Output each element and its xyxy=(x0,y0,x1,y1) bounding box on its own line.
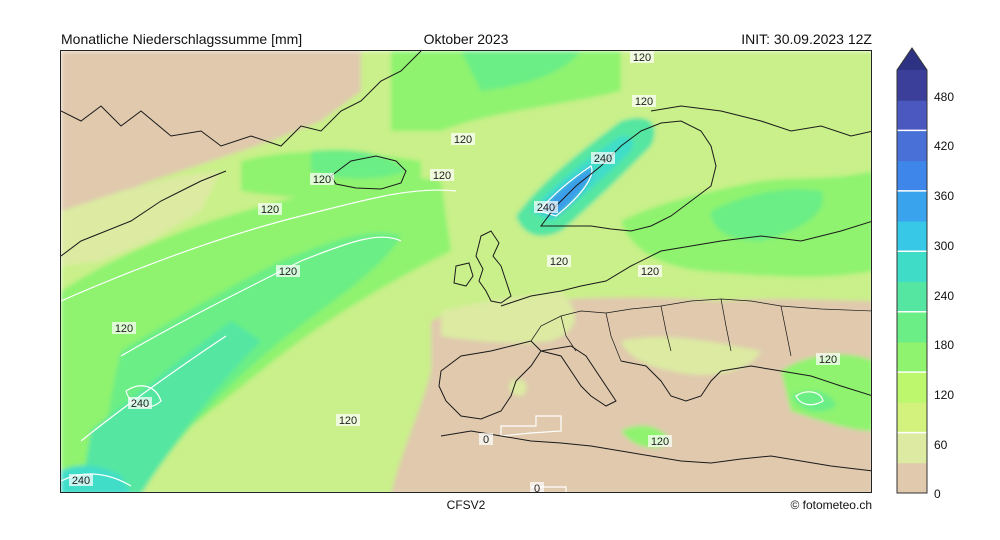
svg-text:120: 120 xyxy=(550,256,568,268)
contour-label: 120 xyxy=(630,51,654,64)
precipitation-map: 120 120 120 120 120 120 120 120 120 120 … xyxy=(60,50,872,493)
contour-label: 120 xyxy=(276,265,300,278)
contour-label: 240 xyxy=(69,474,93,487)
contour-label: 240 xyxy=(128,397,152,410)
svg-text:120: 120 xyxy=(454,134,472,146)
contour-label: 120 xyxy=(648,435,672,448)
precip-fields xyxy=(61,51,871,492)
svg-text:120: 120 xyxy=(115,323,133,335)
colorbar-border xyxy=(896,47,928,494)
model-label: CFSV2 xyxy=(446,498,486,512)
contour-label: 120 xyxy=(336,414,360,427)
colorbar-segment xyxy=(897,341,927,373)
svg-text:240: 240 xyxy=(131,398,149,410)
colorbar-tick-label: 60 xyxy=(934,438,948,452)
svg-text:0: 0 xyxy=(483,434,489,446)
svg-text:240: 240 xyxy=(537,202,555,214)
colorbar-segment xyxy=(897,221,927,252)
svg-text:120: 120 xyxy=(641,266,659,278)
colorbar-segment xyxy=(897,130,927,162)
credit-label: © fotometeo.ch xyxy=(790,498,872,512)
contour-label: 0 xyxy=(479,433,493,446)
colorbar-segment xyxy=(897,160,927,192)
contour-label: 240 xyxy=(591,152,615,165)
svg-text:120: 120 xyxy=(633,52,651,64)
contour-label: 240 xyxy=(534,201,558,214)
contour-label: 120 xyxy=(816,353,840,366)
svg-text:120: 120 xyxy=(819,354,837,366)
svg-text:120: 120 xyxy=(261,204,279,216)
precipitation-colorbar xyxy=(896,47,928,494)
contour-label: 120 xyxy=(547,255,571,268)
contour-label: 0 xyxy=(530,482,544,493)
colorbar-segment xyxy=(897,372,927,403)
colorbar-segment xyxy=(897,402,927,434)
init-time-label: INIT: 30.09.2023 12Z xyxy=(741,31,872,47)
colorbar-tick-label: 120 xyxy=(934,388,955,402)
colorbar-segment xyxy=(897,281,927,313)
svg-text:120: 120 xyxy=(313,174,331,186)
contour-label: 120 xyxy=(112,322,136,335)
contour-label: 120 xyxy=(632,95,656,108)
colorbar-extend-arrow xyxy=(897,48,927,70)
colorbar-segment xyxy=(897,311,927,343)
contour-labels: 120 120 120 120 120 120 120 120 120 120 … xyxy=(69,51,840,493)
svg-text:120: 120 xyxy=(339,415,357,427)
contour-label: 120 xyxy=(430,169,454,182)
period-label: Oktober 2023 xyxy=(423,31,509,47)
svg-text:120: 120 xyxy=(635,96,653,108)
colorbar-tick-label: 180 xyxy=(934,338,955,352)
svg-text:120: 120 xyxy=(651,436,669,448)
colorbar-tick-label: 420 xyxy=(934,139,955,153)
colorbar-segment xyxy=(897,100,927,131)
colorbar-tick-label: 0 xyxy=(934,487,941,501)
contour-label: 120 xyxy=(310,173,334,186)
svg-text:0: 0 xyxy=(534,483,540,493)
contour-label: 120 xyxy=(451,133,475,146)
map-title: Monatliche Niederschlagssumme [mm] xyxy=(61,31,303,47)
contour-label: 120 xyxy=(638,265,662,278)
colorbar-segment xyxy=(897,251,927,282)
colorbar-segment xyxy=(897,190,927,222)
coastlines xyxy=(61,51,871,472)
colorbar-tick-label: 300 xyxy=(934,239,955,253)
colorbar-segment xyxy=(897,432,927,464)
colorbar-tick-label: 240 xyxy=(934,289,955,303)
svg-text:240: 240 xyxy=(72,475,90,487)
svg-text:240: 240 xyxy=(594,153,612,165)
svg-text:120: 120 xyxy=(433,170,451,182)
svg-text:120: 120 xyxy=(279,266,297,278)
colorbar-segment xyxy=(897,70,927,101)
colorbar-segment xyxy=(897,462,927,494)
contour-label: 120 xyxy=(258,203,282,216)
colorbar-tick-label: 360 xyxy=(934,189,955,203)
colorbar-tick-label: 480 xyxy=(934,90,955,104)
